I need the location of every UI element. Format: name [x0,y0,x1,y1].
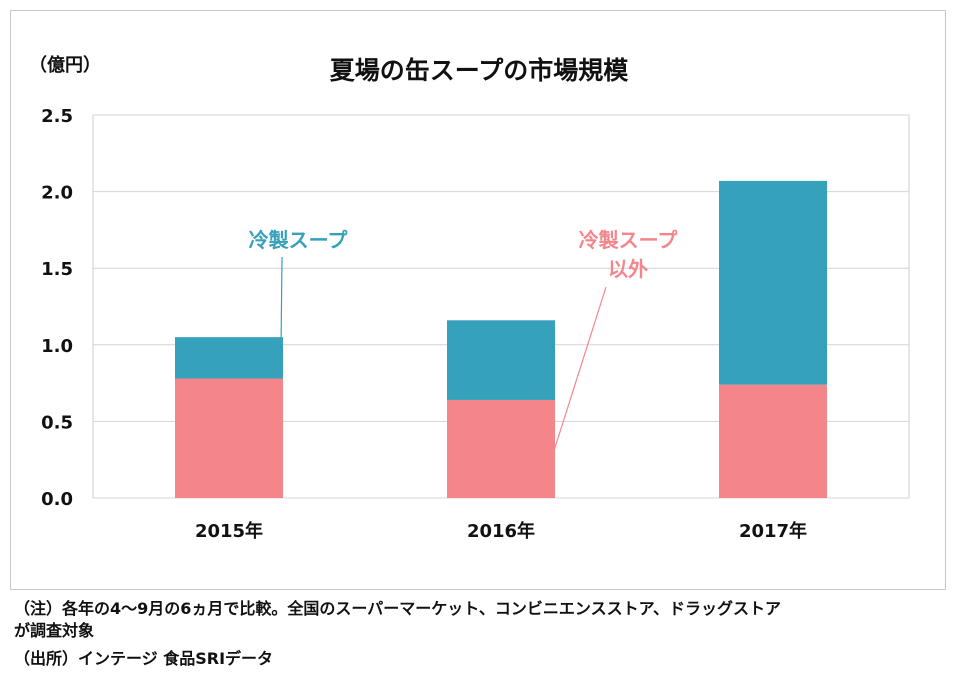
y-tick-label: 0.5 [41,412,73,433]
annotation-other-line2: 以外 [608,257,648,281]
y-tick-label: 2.0 [41,183,73,204]
y-tick-label: 0.0 [41,489,73,510]
y-tick-label: 2.5 [41,106,73,127]
y-unit-label: （億円） [29,54,101,76]
bar-segment-cold-soup [175,337,283,379]
footnote-line-1: （注）各年の4～9月の6ヵ月で比較。全国のスーパーマーケット、コンビニエンススト… [14,599,781,618]
source-note: （出所）インテージ 食品SRIデータ [14,649,274,668]
annotation-leader-other [552,286,607,455]
y-tick-label: 1.0 [41,336,73,357]
annotation-leader-cold-soup [280,256,283,351]
chart-frame: 夏場の缶スープの市場規模 （億円） 0.0 0.5 1.0 1.5 2.0 2.5 2015年 2… [10,10,946,590]
footnote-line-2: が調査対象 [14,621,95,640]
bar-segment-other [719,384,827,498]
y-tick-label: 1.5 [41,259,73,280]
annotation-cold-soup: 冷製スープ [249,228,349,252]
annotation-other-line1: 冷製スープ [579,228,679,252]
x-tick-label: 2015年 [195,520,263,542]
bar-segment-other [175,378,283,498]
x-tick-label: 2017年 [739,520,807,542]
bar-segment-cold-soup [447,320,555,400]
chart-title: 夏場の缶スープの市場規模 [330,56,630,85]
x-tick-label: 2016年 [467,520,535,542]
chart-svg: 夏場の缶スープの市場規模 （億円） 0.0 0.5 1.0 1.5 2.0 2.5 2015年 2… [29,54,910,542]
bar-segment-cold-soup [719,180,827,385]
bar-segment-other [447,399,555,498]
